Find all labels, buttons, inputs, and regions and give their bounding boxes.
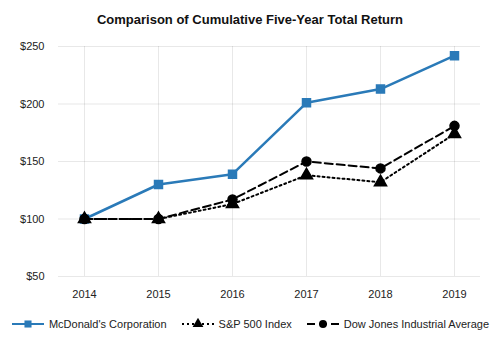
svg-text:$200: $200 [20,98,44,110]
svg-text:$250: $250 [20,40,44,52]
svg-text:2014: 2014 [72,288,96,300]
html-text:Comparison of Cumulative Five-: Comparison of Cumulative Five-Year Total… [97,12,403,27]
html-text:Dow Jones Industrial Average: Dow Jones Industrial Average [343,318,490,330]
svg-text:$100: $100 [20,213,44,225]
svg-text:$50: $50 [26,270,44,282]
svg-text:2015: 2015 [146,288,170,300]
svg-text:2018: 2018 [368,288,392,300]
html-text:McDonald's Corporation: McDonald's Corporation [48,318,167,330]
svg-text:$150: $150 [20,155,44,167]
html-text:S&P 500 Index: S&P 500 Index [218,318,292,330]
svg-text:2016: 2016 [220,288,244,300]
svg-text:2019: 2019 [442,288,466,300]
svg-text:2017: 2017 [294,288,318,300]
